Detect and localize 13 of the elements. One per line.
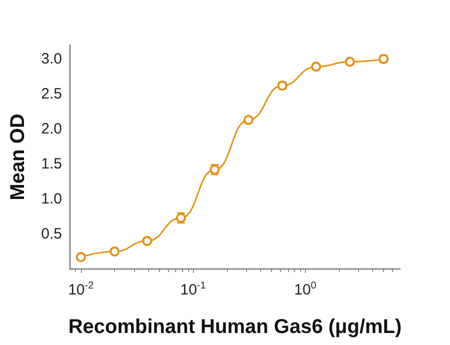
point [142,236,152,246]
y-tick-label: 1.5 [41,156,62,172]
y-tick-label: 2.5 [41,86,62,102]
y-tick-label: 3.0 [41,50,62,68]
point [76,252,86,262]
point [311,62,322,72]
y-axis-title: Mean OD [7,114,29,200]
point [110,246,120,256]
x-axis-title: Recombinant Human Gas6 (μg/mL) [68,316,402,338]
y-tick-label: 0.5 [41,226,62,242]
y-tick-label: 1.0 [41,190,62,208]
y-tick-label: 2.0 [41,120,62,138]
point [344,56,355,67]
